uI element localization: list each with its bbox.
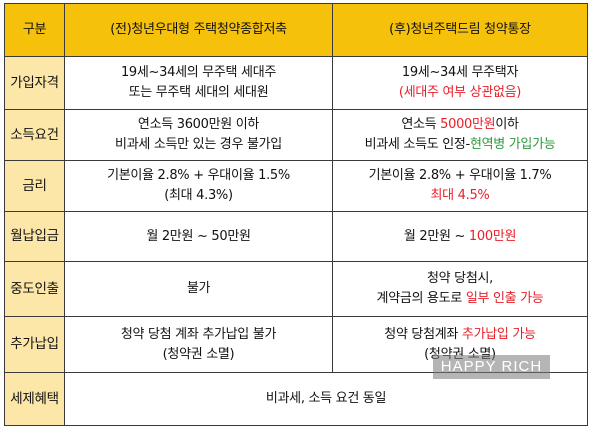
cell-text: (청약권 소멸): [162, 346, 235, 362]
cell-text: 불가: [186, 281, 211, 296]
highlight-text: 추가납입 가능: [461, 326, 536, 342]
after-cell: 연소득 5000만원이하 비과세 소득도 인정-현역병 가입가능: [332, 109, 588, 161]
table-row: 소득요건 연소득 3600만원 이하 비과세 소득만 있는 경우 불가입 연소득…: [4, 109, 588, 161]
cell-text: 19세~34세 무주택자: [401, 65, 519, 80]
cell-text: 19세~34세의 무주택 세대주: [120, 65, 277, 80]
after-cell: 기본이율 2.8% + 우대이율 1.7% 최대 4.5%: [332, 160, 588, 212]
cell-text: 이하: [495, 117, 519, 132]
row-label: 소득요건: [4, 109, 65, 161]
row-label: 추가납입: [4, 316, 65, 373]
before-cell: 연소득 3600만원 이하 비과세 소득만 있는 경우 불가입: [64, 109, 333, 161]
watermark: HAPPY RICH: [433, 355, 550, 379]
cell-text: 월 2만원 ~: [403, 228, 469, 244]
header-after-account: (후)청년주택드림 청약통장: [332, 3, 588, 57]
cell-text: 비과세 소득만 있는 경우 불가입: [115, 137, 282, 152]
cell-text: 기본이율 2.8% + 우대이율 1.5%: [107, 168, 290, 183]
highlight-text: 100만원: [468, 228, 517, 244]
before-cell: 월 2만원 ~ 50만원: [64, 211, 333, 262]
cell-text: 월 2만원 ~ 50만원: [146, 228, 251, 244]
cell-text: 청약 당첨계좌: [384, 326, 462, 342]
table-row: 중도인출 불가 청약 당첨시, 계약금의 용도로 일부 인출 가능: [4, 261, 588, 317]
cell-text: 또는 무주택 세대의 세대원: [128, 85, 269, 100]
row-label: 월납입금: [4, 211, 65, 262]
table-row: 금리 기본이율 2.8% + 우대이율 1.5% (최대 4.3%) 기본이율 …: [4, 160, 588, 212]
after-cell: 19세~34세 무주택자 (세대주 여부 상관없음): [332, 56, 588, 110]
table-header-row: 구분 (전)청년우대형 주택청약종합저축 (후)청년주택드림 청약통장: [4, 3, 588, 57]
highlight-text: 최대 4.5%: [430, 188, 490, 203]
after-cell: 청약 당첨시, 계약금의 용도로 일부 인출 가능: [332, 261, 588, 317]
after-cell: 월 2만원 ~ 100만원: [332, 211, 588, 262]
cell-text: 연소득 3600만원 이하: [137, 117, 260, 132]
table-row: 월납입금 월 2만원 ~ 50만원 월 2만원 ~ 100만원: [4, 211, 588, 262]
before-cell: 불가: [64, 261, 333, 317]
cell-text: 청약 당첨 계좌 추가납입 불가: [120, 326, 277, 342]
row-label: 중도인출: [4, 261, 65, 317]
row-label: 금리: [4, 160, 65, 212]
cell-text: 연소득: [401, 117, 441, 132]
highlight-text: 일부 인출 가능: [465, 291, 544, 306]
cell-text: (최대 4.3%): [164, 188, 233, 203]
highlight-text: (세대주 여부 상관없음): [398, 85, 522, 100]
cell-text: 계약금의 용도로: [376, 291, 466, 306]
row-label: 가입자격: [4, 56, 65, 110]
merged-cell: 비과세, 소득 요건 동일: [64, 372, 588, 426]
row-label: 세제혜택: [4, 372, 65, 426]
cell-text: 기본이율 2.8% + 우대이율 1.7%: [368, 168, 552, 183]
header-before-account: (전)청년우대형 주택청약종합저축: [64, 3, 333, 57]
highlight-text: 5000만원: [440, 117, 496, 132]
before-cell: 19세~34세의 무주택 세대주 또는 무주택 세대의 세대원: [64, 56, 333, 110]
highlight-text: 현역병 가입가능: [469, 137, 556, 152]
header-category: 구분: [4, 3, 65, 57]
cell-text: 청약 당첨시,: [427, 271, 493, 286]
table-row: 가입자격 19세~34세의 무주택 세대주 또는 무주택 세대의 세대원 19세…: [4, 56, 588, 110]
cell-text: 비과세 소득도 인정-: [364, 137, 471, 152]
before-cell: 청약 당첨 계좌 추가납입 불가 (청약권 소멸): [64, 316, 333, 373]
before-cell: 기본이율 2.8% + 우대이율 1.5% (최대 4.3%): [64, 160, 333, 212]
table-row: 세제혜택 비과세, 소득 요건 동일: [4, 372, 588, 426]
